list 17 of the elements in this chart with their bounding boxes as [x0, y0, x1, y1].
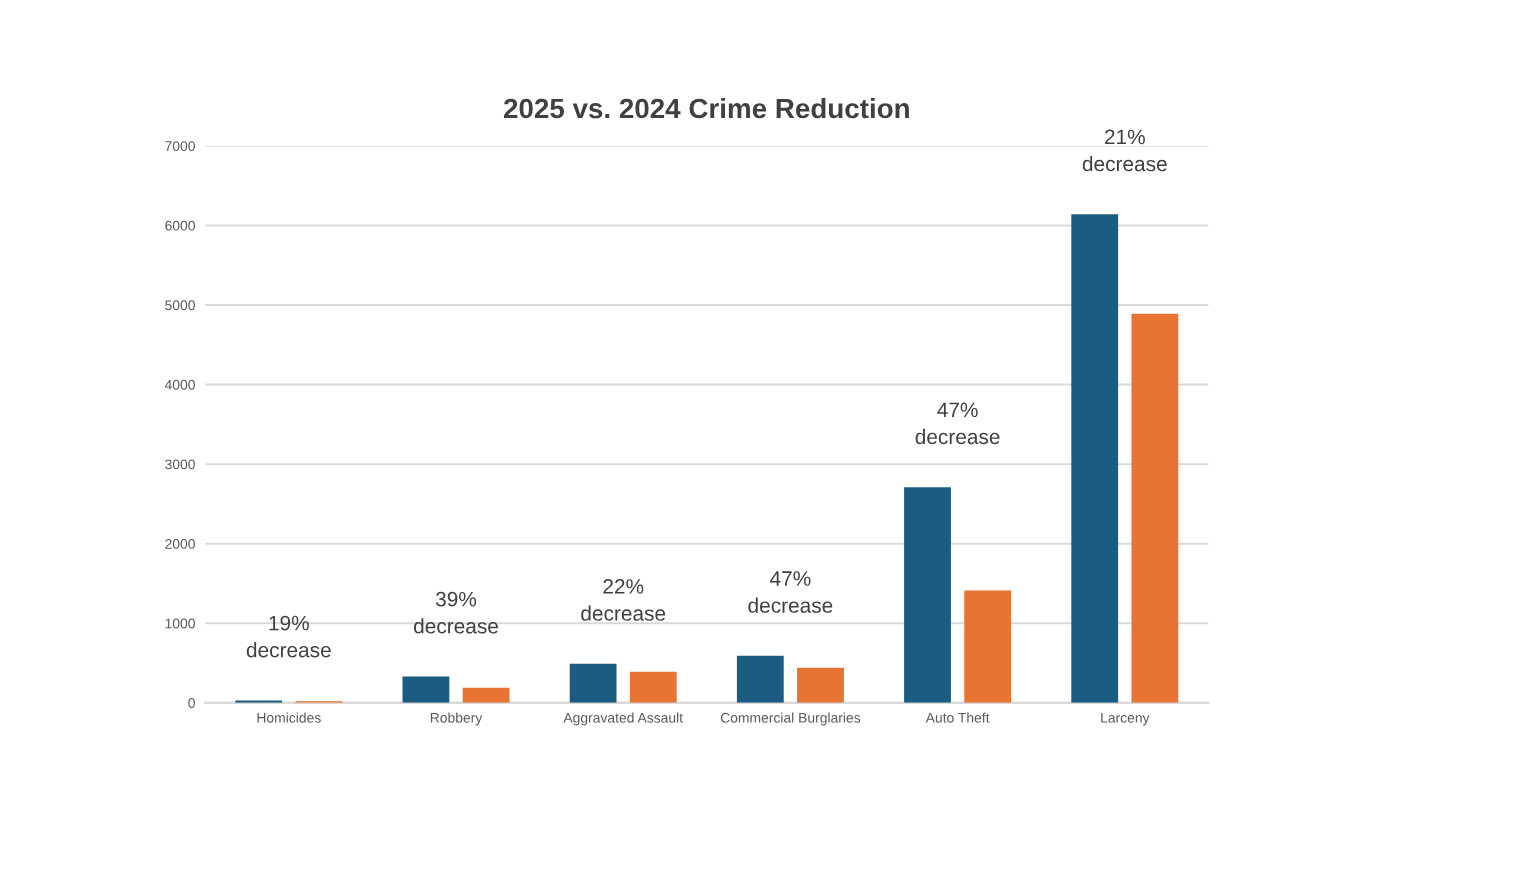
bar: [736, 655, 784, 703]
chart-title: 2025 vs. 2024 Crime Reduction: [503, 97, 909, 119]
bar: [402, 676, 450, 703]
annotation: 22% decrease: [581, 579, 666, 621]
annotation: 39% decrease: [414, 591, 498, 634]
bar: [462, 687, 510, 703]
bar: [964, 590, 1012, 703]
annotation: 47% decrease: [915, 402, 1000, 445]
bar: [629, 671, 677, 703]
annotation: 47% decrease: [748, 571, 833, 613]
bar: [904, 487, 951, 703]
annotation: 21% decrease: [1082, 129, 1167, 172]
bar: [1131, 313, 1179, 703]
bar: [797, 667, 844, 703]
bar: [1071, 214, 1119, 703]
bar: [569, 663, 617, 703]
annotation: 19% decrease: [246, 615, 331, 658]
